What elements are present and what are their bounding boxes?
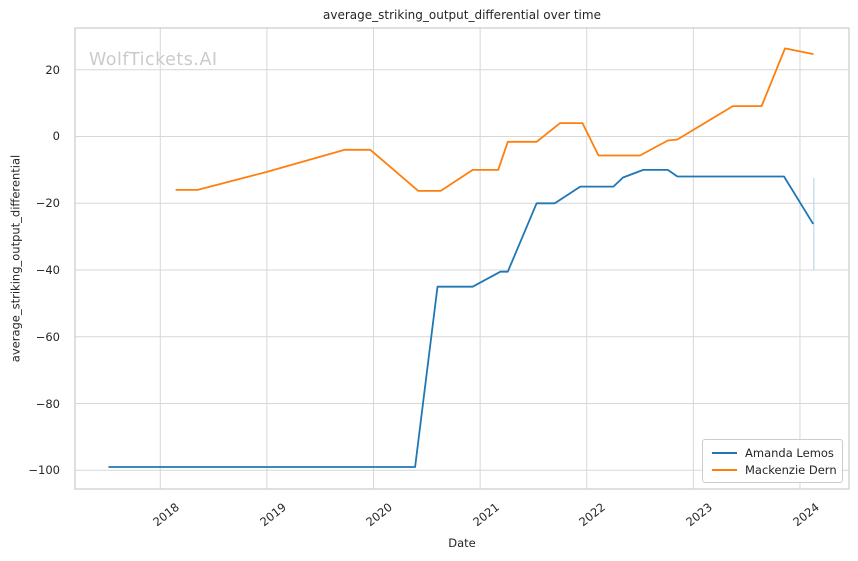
y-tick-label-0: 0	[52, 129, 60, 144]
y-tick-label--20: −20	[35, 196, 60, 211]
plot-border	[74, 27, 850, 490]
y-tick-label-20: 20	[45, 62, 60, 77]
y-tick-label--40: −40	[35, 263, 60, 278]
y-tick-label--100: −100	[28, 463, 60, 478]
legend-swatch-mackenzie-dern	[712, 468, 737, 471]
legend: Amanda Lemos Mackenzie Dern	[702, 439, 843, 483]
legend-label-mackenzie-dern: Mackenzie Dern	[745, 462, 837, 477]
legend-swatch-amanda-lemos	[712, 451, 737, 454]
y-tick-label--60: −60	[35, 329, 60, 344]
legend-entry-amanda-lemos: Amanda Lemos	[703, 444, 842, 461]
y-tick-label--80: −80	[35, 396, 60, 411]
legend-entry-mackenzie-dern: Mackenzie Dern	[703, 461, 842, 478]
series-line-amanda-lemos	[108, 168, 814, 468]
watermark: WolfTickets.AI	[89, 50, 218, 70]
legend-label-amanda-lemos: Amanda Lemos	[745, 445, 834, 460]
x-axis-label: Date	[448, 536, 476, 550]
chart-title: average_striking_output_differential ove…	[323, 8, 601, 22]
series-line-mackenzie-dern	[175, 47, 814, 192]
legend-entries: Amanda Lemos Mackenzie Dern	[703, 444, 842, 478]
